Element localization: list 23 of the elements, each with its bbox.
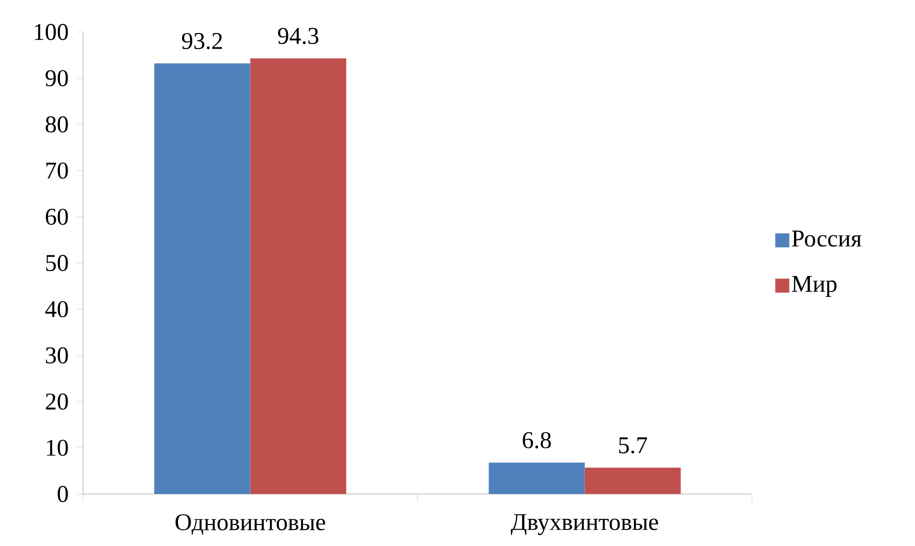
- bar: [584, 468, 681, 494]
- y-tick-label: 10: [46, 440, 68, 456]
- y-tick-label: 20: [46, 393, 68, 410]
- legend-label: Мир: [792, 276, 837, 297]
- data-label: 6.8: [522, 432, 551, 448]
- x-tick-label: Одновинтовые: [176, 514, 326, 535]
- bar: [154, 63, 250, 494]
- legend-label: Россия: [792, 230, 862, 247]
- data-label: 5.7: [619, 437, 648, 454]
- data-label: 94.3: [278, 28, 318, 44]
- y-tick-label: 100: [34, 24, 68, 40]
- bar: [250, 58, 346, 494]
- data-label: 93.2: [182, 32, 222, 50]
- y-tick-label: 40: [45, 301, 68, 318]
- y-tick-label: 50: [46, 254, 68, 272]
- y-tick-label: 90: [46, 70, 68, 86]
- y-tick-label: 30: [46, 347, 68, 364]
- y-tick-label: 60: [46, 208, 68, 225]
- x-tick-label: Двухвинтовые: [510, 514, 658, 536]
- y-tick-label: 70: [46, 162, 68, 179]
- y-tick-label: 80: [46, 116, 68, 132]
- y-tick-label: 0: [58, 486, 68, 502]
- bar: [488, 462, 585, 494]
